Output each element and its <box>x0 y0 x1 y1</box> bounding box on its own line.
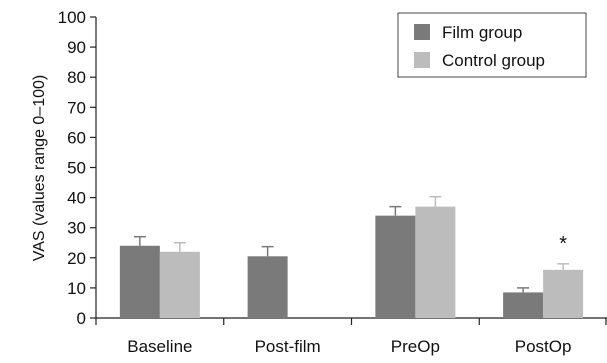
bar <box>503 292 544 318</box>
bar <box>375 215 416 318</box>
y-tick-label: 70 <box>67 98 86 117</box>
y-tick-label: 40 <box>67 189 86 208</box>
legend: Film group Control group <box>397 12 587 78</box>
bar <box>159 251 200 318</box>
x-category-label: PreOp <box>391 337 440 356</box>
x-category-label: PostOp <box>515 337 572 356</box>
bars <box>119 195 584 318</box>
bar <box>247 256 288 318</box>
y-tick-label: 30 <box>67 219 86 238</box>
y-tick-label: 100 <box>58 8 86 27</box>
y-tick-label: 90 <box>67 38 86 57</box>
legend-label-film: Film group <box>442 23 522 42</box>
y-tick-label: 50 <box>67 159 86 178</box>
y-tick-label: 80 <box>67 68 86 87</box>
x-category-label: Baseline <box>127 337 192 356</box>
legend-swatch-film <box>414 24 430 40</box>
y-tick-label: 0 <box>77 309 86 328</box>
y-tick-label: 20 <box>67 249 86 268</box>
bar <box>415 206 456 318</box>
y-tick-label: 60 <box>67 128 86 147</box>
x-category-label: Post-film <box>255 337 321 356</box>
y-axis-title: VAS (values range 0–100) <box>31 75 48 261</box>
significance-marker: * <box>559 233 567 255</box>
bar <box>119 245 160 318</box>
tick-labels: 0 10 20 30 40 50 60 70 80 90 100 Baseline Post-film P… <box>58 8 572 356</box>
y-tick-label: 10 <box>67 279 86 298</box>
bar <box>543 269 584 318</box>
legend-swatch-control <box>414 52 430 68</box>
legend-label-control: Control group <box>442 51 545 70</box>
